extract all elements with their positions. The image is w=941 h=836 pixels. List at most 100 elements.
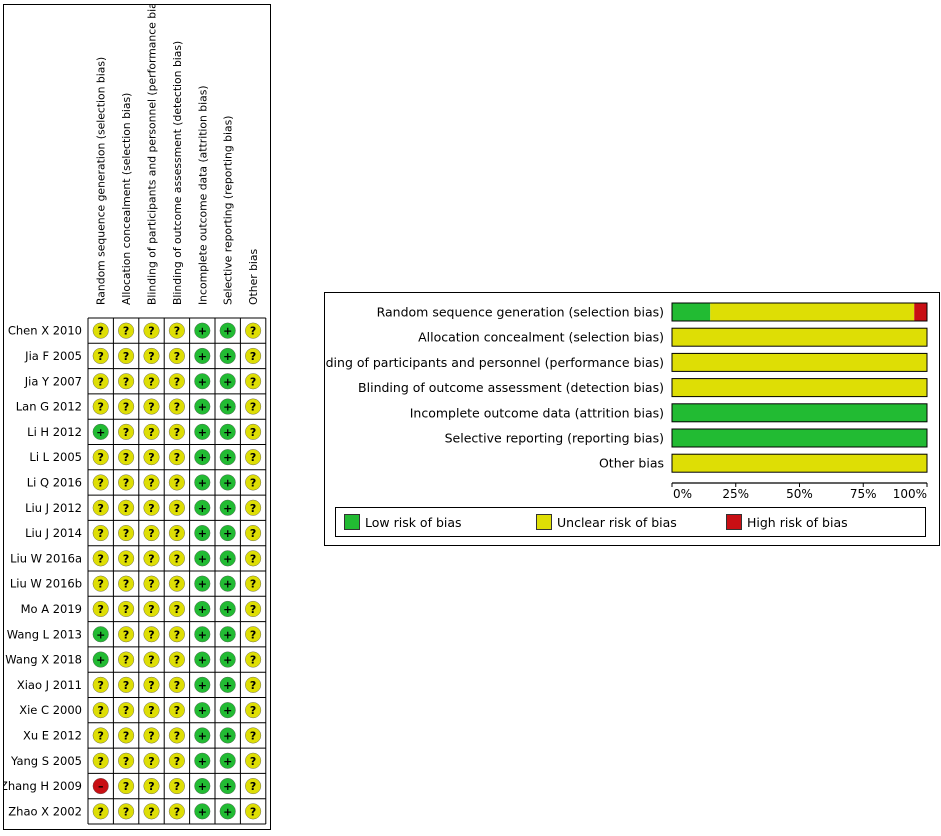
- rating-unclear-icon: [143, 727, 160, 744]
- rating-unclear-icon: [118, 525, 135, 542]
- rating-symbol: ?: [123, 325, 129, 338]
- legend-high-swatch: [726, 514, 742, 530]
- rating-symbol: ?: [250, 476, 256, 489]
- rating-low-icon: [219, 727, 236, 744]
- rating-low-icon: [194, 752, 211, 769]
- rating-symbol: ?: [148, 375, 154, 388]
- rating-low-icon: [219, 423, 236, 440]
- study-label: Lan G 2012: [16, 400, 82, 414]
- rating-symbol: ?: [250, 679, 256, 692]
- rating-symbol: ?: [123, 426, 129, 439]
- rating-symbol: +: [198, 654, 207, 667]
- domain-header: Selective reporting (reporting bias): [222, 115, 235, 305]
- rating-symbol: ?: [250, 805, 256, 818]
- rating-unclear-icon: [168, 600, 185, 617]
- rating-symbol: +: [198, 426, 207, 439]
- rating-unclear-icon: [168, 803, 185, 820]
- graph-bar-svg: Random sequence generation (selection bi…: [325, 302, 928, 501]
- rating-symbol: ?: [174, 375, 180, 388]
- domain-header: Other bias: [247, 248, 260, 305]
- rating-symbol: ?: [148, 325, 154, 338]
- study-label: Xie C 2000: [19, 703, 82, 717]
- legend-unclear: Unclear risk of bias: [536, 513, 677, 531]
- rating-unclear-icon: [245, 727, 262, 744]
- rating-low-icon: [194, 778, 211, 795]
- rating-unclear-icon: [143, 702, 160, 719]
- rating-unclear-icon: [245, 600, 262, 617]
- rating-symbol: +: [223, 729, 232, 742]
- rating-symbol: +: [223, 350, 232, 363]
- rating-symbol: +: [198, 350, 207, 363]
- rating-high-icon: [92, 778, 109, 795]
- rating-symbol: ?: [174, 476, 180, 489]
- rating-symbol: ?: [98, 476, 104, 489]
- bar-segment-high: [914, 303, 927, 321]
- rating-unclear-icon: [118, 550, 135, 567]
- rating-unclear-icon: [245, 676, 262, 693]
- rating-unclear-icon: [92, 449, 109, 466]
- bar-segment-low: [672, 429, 927, 447]
- rating-symbol: +: [223, 578, 232, 591]
- rating-unclear-icon: [143, 600, 160, 617]
- rating-unclear-icon: [92, 803, 109, 820]
- rating-low-icon: [194, 600, 211, 617]
- rating-unclear-icon: [245, 423, 262, 440]
- rating-symbol: +: [198, 805, 207, 818]
- rating-unclear-icon: [143, 449, 160, 466]
- rating-symbol: +: [198, 451, 207, 464]
- rating-symbol: ?: [123, 729, 129, 742]
- rating-unclear-icon: [92, 525, 109, 542]
- rating-symbol: +: [198, 755, 207, 768]
- rating-symbol: +: [223, 552, 232, 565]
- rating-symbol: ?: [148, 451, 154, 464]
- domain-header: Random sequence generation (selection bi…: [95, 57, 108, 305]
- rating-symbol: +: [223, 375, 232, 388]
- rating-symbol: +: [198, 325, 207, 338]
- x-tick-label: 50%: [786, 487, 813, 501]
- rating-unclear-icon: [168, 322, 185, 339]
- study-label: Xu E 2012: [23, 728, 82, 742]
- rating-symbol: +: [223, 502, 232, 515]
- rating-symbol: +: [198, 780, 207, 793]
- rating-symbol: +: [223, 476, 232, 489]
- rating-unclear-icon: [118, 778, 135, 795]
- rating-symbol: ?: [148, 755, 154, 768]
- rating-symbol: ?: [123, 628, 129, 641]
- rating-symbol: ?: [98, 401, 104, 414]
- study-label: Xiao J 2011: [17, 678, 82, 692]
- rating-symbol: +: [223, 426, 232, 439]
- rating-unclear-icon: [92, 702, 109, 719]
- rating-unclear-icon: [92, 373, 109, 390]
- rating-low-icon: [194, 423, 211, 440]
- rating-symbol: +: [198, 679, 207, 692]
- rating-low-icon: [194, 727, 211, 744]
- rating-symbol: ?: [148, 401, 154, 414]
- x-tick-label: 75%: [850, 487, 877, 501]
- bar-outline: [671, 327, 928, 347]
- rating-unclear-icon: [143, 575, 160, 592]
- rating-symbol: ?: [123, 805, 129, 818]
- study-label: Wang X 2018: [5, 653, 82, 667]
- rating-symbol: +: [198, 729, 207, 742]
- rating-unclear-icon: [118, 575, 135, 592]
- rating-unclear-icon: [92, 474, 109, 491]
- rating-unclear-icon: [118, 373, 135, 390]
- rating-unclear-icon: [118, 423, 135, 440]
- rating-symbol: ?: [250, 780, 256, 793]
- rating-unclear-icon: [143, 525, 160, 542]
- rating-unclear-icon: [118, 651, 135, 668]
- rating-unclear-icon: [118, 600, 135, 617]
- bar-outline: [671, 453, 928, 473]
- rating-low-icon: [92, 651, 109, 668]
- rating-symbol: ?: [250, 628, 256, 641]
- rating-unclear-icon: [118, 752, 135, 769]
- rating-unclear-icon: [143, 322, 160, 339]
- rating-unclear-icon: [143, 474, 160, 491]
- study-label: Jia Y 2007: [24, 374, 82, 388]
- rating-low-icon: [194, 626, 211, 643]
- rating-symbol: ?: [250, 527, 256, 540]
- rating-unclear-icon: [168, 474, 185, 491]
- rating-symbol: ?: [250, 552, 256, 565]
- rating-low-icon: [219, 702, 236, 719]
- rating-low-icon: [194, 347, 211, 364]
